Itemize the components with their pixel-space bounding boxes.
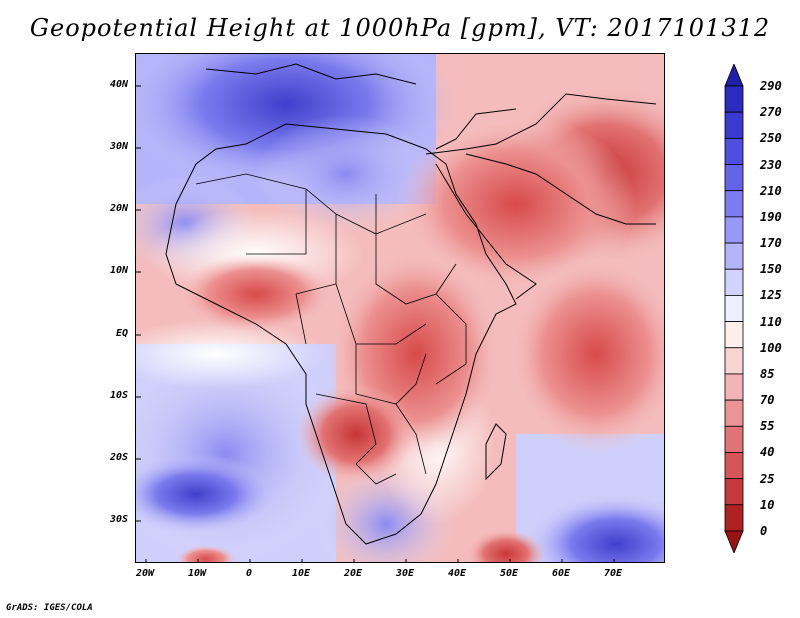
colorbar-segment (724, 504, 744, 532)
colorbar-segment (724, 295, 744, 322)
colorbar-level-label: 290 (760, 79, 782, 93)
footer-credit: GrADS: IGES/COLA (6, 603, 93, 613)
colorbar-segment (724, 373, 744, 401)
lat-label-eq: EQ (115, 328, 128, 339)
lon-label-40e: 40E (447, 568, 467, 579)
colorbar-segment (724, 268, 744, 296)
colorbar-level-label: 100 (760, 340, 782, 355)
lat-label-20n: 20N (109, 203, 128, 214)
colorbar-level-label: 230 (760, 157, 782, 172)
lon-label-60e: 60E (551, 568, 571, 579)
colorbar-segment (724, 399, 744, 427)
lon-label-50e: 50E (499, 568, 519, 579)
lat-label-10s: 10S (109, 390, 128, 401)
map-title: Geopotential Height at 1000hPa [gpm], VT… (29, 14, 771, 42)
colorbar-level-label: 55 (760, 419, 775, 434)
colorbar-level-label: 250 (760, 131, 782, 146)
colorbar-level-label: 270 (760, 105, 782, 120)
colorbar-level-label: 40 (760, 445, 775, 460)
lat-label-30s: 30S (109, 514, 128, 525)
colorbar-segment (724, 452, 744, 480)
colorbar-level-label: 170 (760, 236, 782, 251)
colorbar-level-label: 110 (760, 314, 782, 329)
country-borders (195, 173, 467, 485)
lon-label-0: 0 (245, 568, 253, 579)
colorbar-level-label: 85 (760, 366, 775, 381)
lon-label-10w: 10W (187, 568, 207, 579)
colorbar-segment (724, 478, 744, 506)
colorbar-level-label: 10 (760, 497, 775, 512)
colorbar-level-label: 125 (760, 288, 782, 303)
coastline-outline (165, 63, 657, 545)
map-plot-area (135, 53, 665, 563)
colorbar-level-label: 210 (760, 183, 782, 198)
colorbar-segment (724, 216, 744, 244)
lon-label-70e: 70E (603, 568, 623, 579)
colorbar-segment (724, 425, 744, 453)
lat-label-20s: 20S (109, 452, 128, 463)
colorbar-segment (724, 111, 744, 139)
colorbar-segment (724, 164, 744, 192)
colorbar-top-arrow (724, 64, 744, 87)
lon-label-10e: 10E (291, 568, 311, 579)
colorbar (724, 64, 744, 553)
colorbar-segment (724, 85, 744, 113)
colorbar-segment (724, 190, 744, 218)
lat-label-10n: 10N (109, 265, 128, 276)
lat-label-30n: 30N (109, 141, 128, 152)
colorbar-segment (724, 347, 744, 375)
lon-label-30e: 30E (395, 568, 415, 579)
colorbar-level-label: 25 (760, 471, 775, 486)
colorbar-level-label: 150 (760, 262, 782, 277)
lat-label-40n: 40N (109, 79, 128, 90)
colorbar-segment (724, 137, 744, 165)
colorbar-segment (724, 321, 744, 349)
lon-label-20w: 20W (135, 568, 155, 579)
geopotential-field (136, 54, 664, 562)
lon-label-20e: 20E (343, 568, 363, 579)
colorbar-level-label: 190 (760, 209, 782, 224)
colorbar-segment (724, 242, 744, 270)
colorbar-bottom-arrow (724, 530, 744, 553)
colorbar-level-label: 0 (760, 524, 768, 538)
colorbar-level-label: 70 (760, 393, 775, 408)
axis-ticks (136, 85, 615, 562)
